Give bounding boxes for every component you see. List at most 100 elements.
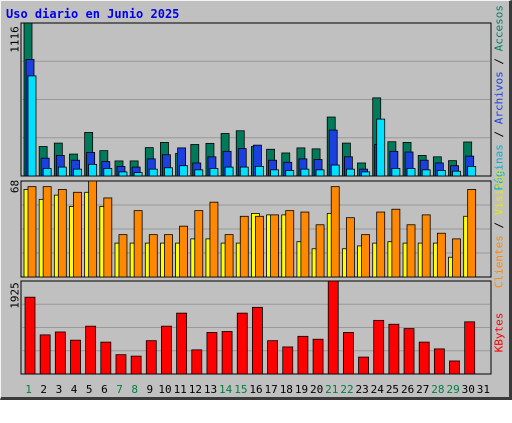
bar-paginas <box>421 169 431 177</box>
bar-paginas <box>345 168 355 177</box>
day-label: 6 <box>101 383 108 396</box>
day-label: 28 <box>431 383 444 396</box>
day-label: 1 <box>25 383 32 396</box>
bar-paginas <box>315 169 325 177</box>
bar-kbytes <box>282 346 294 375</box>
bar-kbytes <box>449 360 460 375</box>
bar-paginas <box>103 168 113 177</box>
bar-clientes <box>421 214 431 278</box>
bar-paginas <box>42 168 52 177</box>
bar-clientes <box>436 232 446 278</box>
bar-clientes <box>406 224 416 278</box>
bar-clientes <box>42 186 52 278</box>
bar-clientes <box>224 234 234 278</box>
day-label: 2 <box>40 383 47 396</box>
bar-kbytes <box>297 335 309 375</box>
day-label: 5 <box>86 383 93 396</box>
bar-kbytes <box>85 325 97 375</box>
bar-paginas <box>406 168 416 177</box>
bar-clientes <box>315 224 325 278</box>
bar-paginas <box>436 170 446 177</box>
day-label: 9 <box>147 383 154 396</box>
day-label: 24 <box>371 383 385 396</box>
bar-clientes <box>118 234 128 278</box>
bar-clientes <box>148 234 158 278</box>
bar-paginas <box>73 168 82 177</box>
bar-kbytes <box>252 306 263 375</box>
bar-kbytes <box>403 328 415 375</box>
bar-clientes <box>391 208 401 278</box>
bar-paginas <box>224 166 234 177</box>
bar-clientes <box>285 210 295 278</box>
day-label: 12 <box>189 383 202 396</box>
bar-paginas <box>270 169 279 177</box>
bar-kbytes <box>161 325 172 375</box>
bar-paginas <box>467 166 477 177</box>
chart-title: Uso diario en Junio 2025 <box>6 7 180 21</box>
bar-paginas <box>209 168 219 177</box>
day-label: 3 <box>56 383 63 396</box>
bar-paginas <box>179 165 189 177</box>
day-label: 10 <box>158 383 171 396</box>
daily-usage-chart: 1 2 3 4 5 6 7 8 9 10 11 12 13 14 15 16 17 18 19 20 21 22 23 24 2… <box>20 22 492 396</box>
day-label: 30 <box>462 383 475 396</box>
bar-clientes <box>57 189 67 278</box>
bar-kbytes <box>373 319 385 375</box>
bar-paginas <box>361 171 370 177</box>
day-label: 22 <box>340 383 353 396</box>
day-label: 18 <box>280 383 293 396</box>
bar-clientes <box>88 180 98 278</box>
bar-clientes <box>209 201 219 278</box>
bar-paginas <box>27 75 37 177</box>
bar-paginas <box>164 167 173 177</box>
bar-clientes <box>300 211 310 278</box>
bar-paginas <box>255 166 264 177</box>
bar-clientes <box>255 215 264 278</box>
bar-kbytes <box>176 312 188 375</box>
day-label: 19 <box>295 383 308 396</box>
day-label: 21 <box>325 383 338 396</box>
bar-clientes <box>27 186 37 278</box>
bar-paginas <box>239 166 249 177</box>
bar-paginas <box>452 170 461 177</box>
day-label: 15 <box>234 383 247 396</box>
bar-paginas <box>300 168 310 177</box>
bar-paginas <box>376 118 386 177</box>
bar-kbytes <box>54 331 66 375</box>
day-label: 11 <box>174 383 187 396</box>
bar-clientes <box>164 234 173 278</box>
day-label: 17 <box>265 383 278 396</box>
bar-clientes <box>133 210 143 278</box>
bar-kbytes <box>115 354 127 375</box>
day-label: 29 <box>446 383 459 396</box>
day-label: 31 <box>477 383 490 396</box>
bar-paginas <box>148 168 158 177</box>
bar-clientes <box>194 210 204 278</box>
day-label: 20 <box>310 383 323 396</box>
bar-paginas <box>88 163 98 177</box>
bar-clientes <box>345 217 355 278</box>
bar-clientes <box>467 189 477 278</box>
day-label: 7 <box>116 383 123 396</box>
bar-paginas <box>133 172 143 177</box>
bar-kbytes <box>236 312 248 375</box>
bar-kbytes <box>191 349 203 375</box>
bar-kbytes <box>145 340 157 375</box>
bar-clientes <box>270 214 279 278</box>
bar-clientes <box>103 197 113 278</box>
day-label: 13 <box>204 383 217 396</box>
bar-paginas <box>330 164 340 177</box>
bar-clientes <box>73 191 82 278</box>
day-label: 14 <box>219 383 233 396</box>
bar-kbytes <box>221 331 233 375</box>
day-label: 27 <box>416 383 429 396</box>
bar-kbytes <box>388 323 400 375</box>
bar-kbytes <box>342 332 354 375</box>
bar-clientes <box>376 211 386 278</box>
bar-clientes <box>452 238 461 278</box>
bar-kbytes <box>130 355 142 375</box>
day-label: 8 <box>131 383 138 396</box>
bar-clientes <box>361 234 370 278</box>
bar-kbytes <box>327 280 339 375</box>
bar-kbytes <box>433 348 445 375</box>
